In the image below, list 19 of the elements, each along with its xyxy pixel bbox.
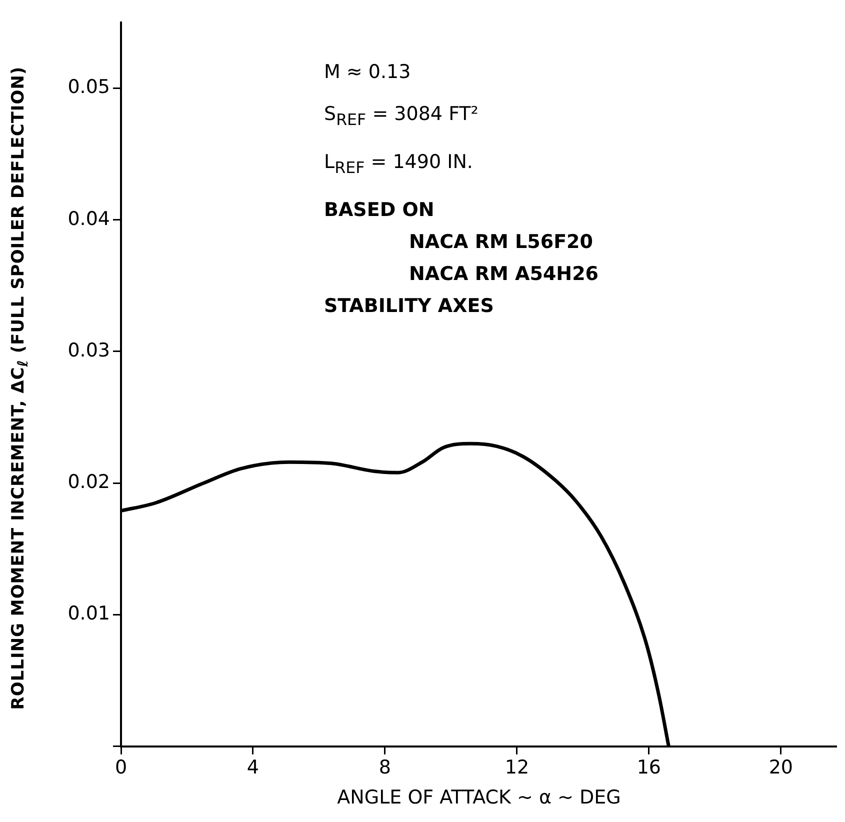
x-tick-label: 16 [636,756,662,779]
y-tick-label: 0.03 [68,339,110,362]
annotation: S$_{REF}$ = 3084 FT² [324,102,480,131]
annotation: NACA RM L56F20 [409,230,594,255]
y-tick-label: 0.01 [68,602,110,625]
annotation: M ≈ 0.13 [324,60,412,85]
x-axis-title: ANGLE OF ATTACK ~ α ~ DEG [337,786,621,809]
annotation: BASED ON [324,198,436,223]
annotation: L$_{REF}$ = 1490 IN. [324,150,474,179]
y-tick-label: 0.04 [68,208,110,230]
x-tick-label: 4 [246,756,260,779]
annotation: STABILITY AXES [324,294,495,319]
annotation: NACA RM A54H26 [409,262,599,287]
x-tick-label: 0 [114,756,128,779]
y-tick-label: 0.05 [68,76,110,98]
y-tick-label: 0.02 [68,471,110,494]
x-tick-label: 12 [504,756,530,779]
x-tick-label: 8 [378,756,392,779]
x-tick-label: 20 [768,756,793,779]
